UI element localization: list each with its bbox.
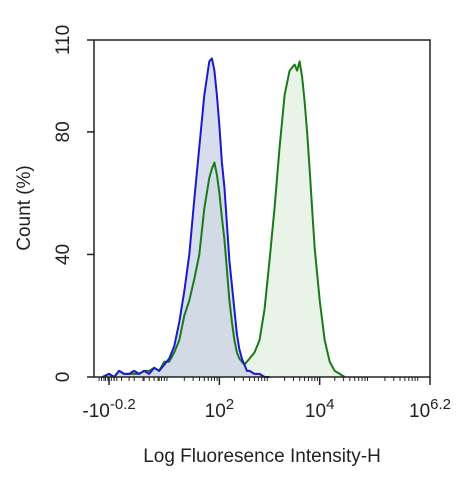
x-tick-label: 102 (205, 396, 234, 422)
series-1-area (102, 61, 345, 378)
y-tick-label: 80 (53, 121, 74, 142)
y-tick-label: 0 (53, 372, 74, 383)
x-tick-label: 106.2 (409, 396, 451, 422)
y-axis-title: Count (%) (14, 165, 35, 251)
series-0-line (102, 57, 270, 378)
plot-area (102, 57, 346, 378)
x-tick-label: 104 (305, 396, 334, 422)
y-tick-label: 110 (53, 25, 74, 55)
x-tick-label: -10-0.2 (82, 396, 135, 422)
x-axis-title: Log Fluoresence Intensity-H (143, 446, 381, 467)
y-tick-label: 40 (53, 244, 74, 265)
series-0-area (102, 58, 270, 378)
y-axis-ticks: 0 40 80 110 (53, 25, 94, 382)
x-axis-ticks: -10-0.2 102 104 106.2 (82, 377, 451, 422)
